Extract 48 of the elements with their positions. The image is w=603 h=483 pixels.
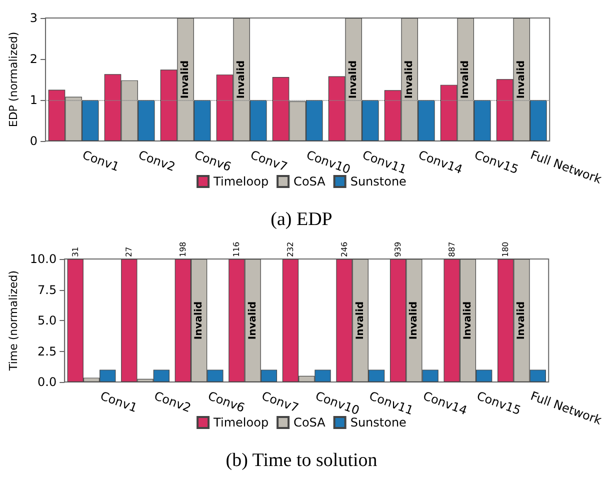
data-label: Invalid bbox=[348, 60, 360, 99]
y-tick-label: 5.0 bbox=[38, 314, 57, 328]
text: 116 bbox=[232, 242, 242, 257]
text: 939 bbox=[394, 242, 403, 257]
legend-label: CoSA bbox=[294, 416, 326, 430]
x-tick-label: Conv2 bbox=[136, 148, 178, 174]
legend-label: CoSA bbox=[294, 174, 326, 188]
x-tick-label: Conv2 bbox=[152, 388, 193, 416]
x-tick-label: Conv7 bbox=[248, 148, 290, 174]
x-tick-label: Conv6 bbox=[206, 388, 247, 416]
data-label: Invalid bbox=[462, 301, 474, 340]
data-label: Invalid bbox=[236, 60, 248, 99]
data-label: Invalid bbox=[516, 301, 528, 340]
legend-label: Sunstone bbox=[350, 416, 406, 430]
x-tick-label: Conv1 bbox=[80, 148, 122, 174]
text: (a) EDP bbox=[270, 209, 332, 230]
data-label: Invalid bbox=[460, 60, 472, 99]
y-tick-label: 3 bbox=[30, 11, 38, 25]
x-tick-label: Conv7 bbox=[260, 388, 300, 416]
y-tick-label: 2 bbox=[30, 52, 38, 66]
y-tick-label: 0 bbox=[30, 134, 38, 148]
data-label: Invalid bbox=[354, 301, 366, 340]
text: 198 bbox=[178, 242, 188, 257]
y-tick-label: 2.5 bbox=[38, 344, 57, 358]
text: 27 bbox=[124, 246, 134, 257]
data-label: Invalid bbox=[247, 301, 258, 340]
text: 887 bbox=[447, 242, 456, 257]
y-tick-label: 10.0 bbox=[30, 252, 57, 266]
data-label: Invalid bbox=[194, 301, 205, 340]
data-label: Invalid bbox=[516, 60, 528, 99]
legend-label: Timeloop bbox=[212, 416, 269, 430]
data-label: Invalid bbox=[404, 60, 416, 99]
y-tick-label: 0.0 bbox=[38, 375, 57, 389]
y-axis-title: Time (normalized) bbox=[7, 270, 20, 372]
text: 180 bbox=[501, 242, 510, 257]
y-axis-title: EDP (normalized) bbox=[7, 32, 20, 128]
x-tick-label: Conv6 bbox=[192, 148, 234, 174]
y-tick-label: 7.5 bbox=[38, 282, 57, 297]
legend-label: Sunstone bbox=[350, 174, 406, 188]
x-tick-label: Conv1 bbox=[98, 388, 140, 416]
text: 246 bbox=[340, 242, 349, 257]
y-tick-label: 1 bbox=[30, 93, 38, 107]
text: 31 bbox=[70, 246, 80, 257]
legend-label: Timeloop bbox=[212, 174, 269, 188]
data-label: Invalid bbox=[408, 301, 420, 340]
data-label: Invalid bbox=[180, 60, 192, 99]
text: (b) Time to solution bbox=[226, 450, 378, 471]
text: 232 bbox=[286, 242, 295, 257]
